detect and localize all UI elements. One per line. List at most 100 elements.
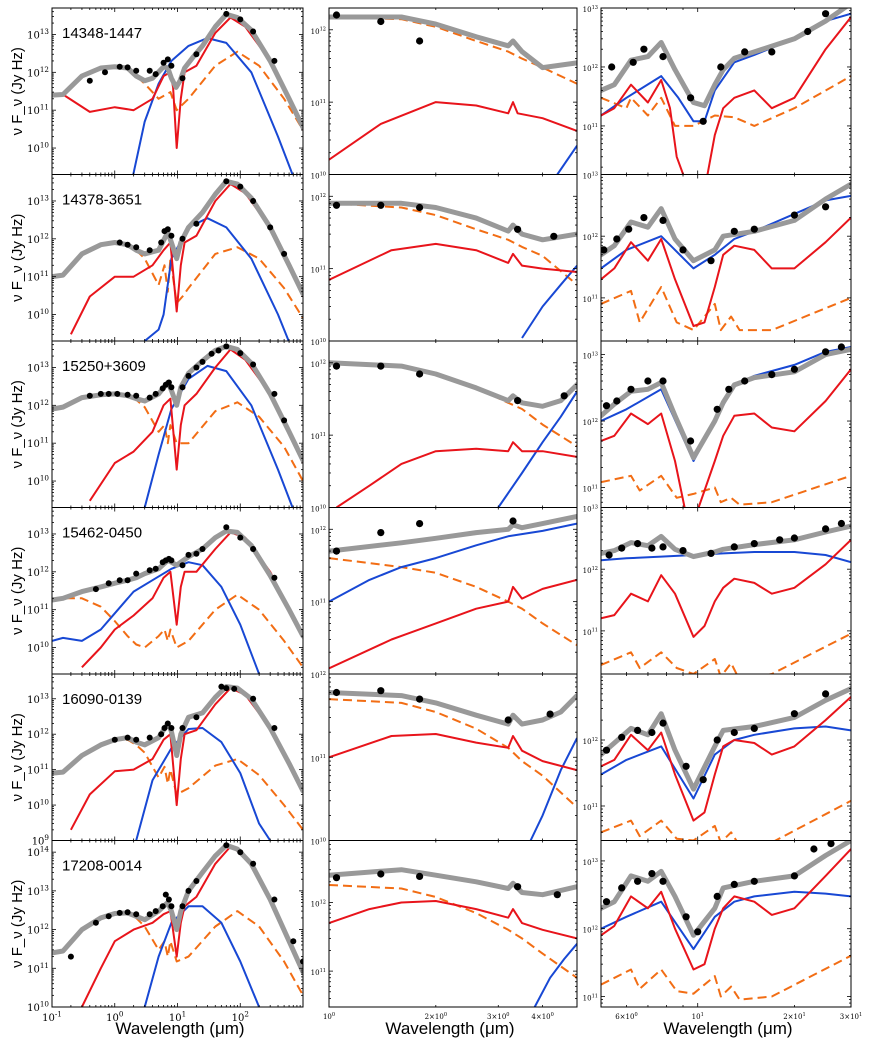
plot-area	[52, 842, 303, 1007]
photometry-point	[271, 574, 278, 581]
y-tick-label: 1010	[311, 171, 326, 180]
y-tick-label: 1011	[27, 103, 49, 118]
photometry-point	[237, 534, 244, 541]
sed-panel: 1011 1012 1013	[583, 504, 852, 675]
photometry-point	[185, 551, 192, 558]
photometry-point	[237, 849, 244, 856]
agn-model-curve	[52, 561, 261, 674]
y-tick-label: 1011	[311, 99, 326, 108]
photometry-point	[627, 385, 635, 393]
photometry-point	[332, 874, 341, 882]
y-tick-label: 1013	[27, 27, 49, 42]
host-model-curve	[601, 75, 851, 127]
y-tick-label: 1012	[311, 899, 326, 908]
y-tick-label: 1011	[27, 961, 49, 976]
photometry-point	[730, 880, 738, 889]
agn-model-curve	[132, 37, 294, 175]
photometry-point	[86, 392, 93, 399]
y-tick-label: 1013	[27, 691, 49, 706]
agn-model-curve	[601, 551, 851, 564]
y-tick-label: 1010	[27, 798, 49, 813]
photometry-point	[165, 896, 172, 903]
photometry-point	[271, 390, 278, 397]
y-tick-label: 1011	[27, 762, 49, 777]
photometry-point	[250, 860, 257, 867]
y-tick-label: 1012	[583, 418, 598, 427]
y-tick-label: 1011	[311, 598, 326, 607]
photometry-point	[659, 53, 667, 61]
axes-frame	[600, 340, 852, 508]
y-tick-label: 1011	[583, 993, 598, 1002]
photometry-point	[837, 519, 846, 528]
photometry-point	[644, 377, 652, 385]
photometry-point	[102, 69, 108, 76]
y-tick-label: 1010	[311, 504, 326, 513]
starburst-model-curve	[601, 539, 851, 638]
host-model-curve	[329, 884, 577, 979]
photometry-point	[659, 377, 667, 385]
sed-panel: 1011 1012	[583, 673, 852, 841]
starburst-model-curve	[329, 242, 577, 281]
agn-model-curve	[601, 725, 851, 800]
photometry-point	[648, 728, 656, 737]
photometry-point	[725, 385, 733, 393]
y-tick-label: 1011	[583, 484, 598, 493]
photometry-point	[179, 75, 186, 82]
photometry-point	[553, 891, 561, 899]
photometry-point	[822, 203, 830, 211]
y-tick-label: 1011	[583, 123, 598, 132]
photometry-point	[750, 724, 758, 733]
photometry-point	[223, 178, 230, 185]
starburst-model-curve	[601, 368, 851, 508]
photometry-point	[679, 246, 687, 254]
photometry-point	[699, 117, 707, 125]
y-axis-label: ν F_ν (Jy Hz)	[9, 713, 26, 801]
axes-frame	[328, 174, 578, 342]
total-model-curve	[329, 200, 577, 243]
y-tick-label: 1012	[311, 360, 326, 369]
photometry-point	[659, 877, 667, 885]
photometry-point	[634, 877, 642, 885]
y-tick-label: 1011	[311, 432, 326, 441]
y-tick-label: 1012	[311, 193, 326, 202]
photometry-point	[208, 350, 215, 357]
y-tick-label: 1010	[27, 307, 49, 322]
y-tick-label: 1013	[583, 858, 598, 867]
photometry-point	[730, 543, 738, 551]
photometry-point	[92, 586, 99, 593]
photometry-point	[162, 891, 169, 898]
photometry-point	[193, 878, 200, 884]
y-axis-label: ν F_ν (Jy Hz)	[9, 47, 26, 135]
photometry-point	[730, 728, 738, 737]
photometry-point	[634, 726, 642, 735]
y-tick-label: 1011	[27, 436, 49, 451]
sed-panel: 1011 1012	[311, 507, 578, 675]
starburst-model-curve	[70, 183, 303, 335]
axes-frame	[600, 840, 852, 1008]
photometry-point	[790, 365, 799, 373]
photometry-point	[146, 567, 153, 574]
photometry-point	[602, 746, 611, 754]
photometry-point	[146, 247, 153, 254]
photometry-point	[152, 390, 159, 397]
photometry-point	[271, 57, 278, 64]
photometry-point	[114, 390, 121, 397]
photometry-point	[124, 391, 131, 398]
sed-panel: 1010 1011 1012	[311, 340, 578, 514]
photometry-point	[560, 392, 568, 400]
photometry-point	[332, 547, 341, 555]
photometry-point	[377, 201, 385, 209]
sed-panel: 1010 1011 1012 1013 14348-1447 ν F_ν (Jy Hz)	[9, 7, 304, 175]
photometry-point	[124, 64, 131, 71]
photometry-point	[168, 384, 175, 391]
photometry-point	[648, 870, 656, 878]
total-model-curve	[329, 14, 577, 71]
plot-area	[601, 181, 851, 332]
y-tick-label: 1012	[27, 564, 49, 579]
plot-area	[601, 840, 851, 1001]
starburst-model-curve	[601, 216, 851, 327]
y-tick-label: 1012	[27, 727, 49, 742]
